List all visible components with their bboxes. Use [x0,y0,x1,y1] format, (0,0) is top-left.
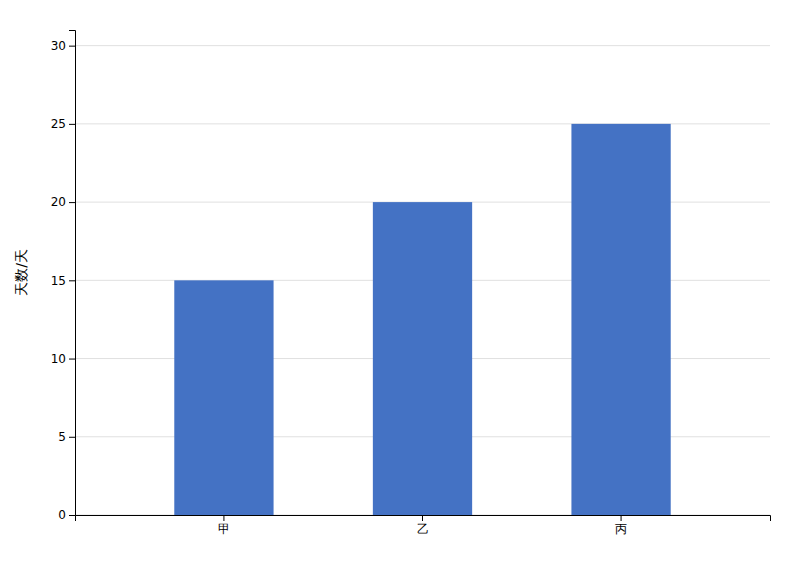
x-tick-label: 乙 [417,522,429,536]
x-axis: 甲乙丙 [76,515,771,536]
y-tick-mark [69,359,75,360]
bar [373,202,472,515]
y-axis-title: 天数/天 [13,249,29,296]
y-tick-label: 10 [51,352,66,366]
x-axis-line [76,516,771,522]
chart: 甲 乙 丙 0 5 10 15 20 25 30 天数/天 [0,0,800,565]
y-axis: 0 5 10 15 20 25 30 [51,31,76,523]
y-tick-mark [69,280,75,281]
y-tick-mark [69,124,75,125]
y-tick: 10 [51,352,75,366]
x-tick: 乙 [417,515,429,536]
y-tick: 25 [51,117,75,131]
y-axis-line [69,31,76,516]
y-tick-label: 5 [58,430,66,444]
grid-line [75,45,770,46]
plot: 甲 乙 丙 0 5 10 15 20 25 30 [51,31,771,536]
y-tick: 30 [51,39,75,53]
bar [571,124,670,515]
y-tick-label: 0 [58,508,66,522]
y-tick-mark [69,46,75,47]
x-tick-mark [223,515,224,521]
y-tick-mark [69,437,75,438]
x-tick: 甲 [218,515,230,536]
y-tick-label: 15 [51,274,66,288]
y-tick-label: 30 [51,39,66,53]
grid [75,46,770,515]
bars [174,124,670,515]
x-tick: 丙 [615,515,627,536]
x-tick-mark [621,515,622,521]
y-tick-label: 25 [51,117,66,131]
y-tick: 15 [51,274,75,288]
bar [174,280,273,515]
y-tick: 20 [51,195,75,209]
y-tick: 5 [58,430,75,444]
y-tick: 0 [58,508,75,522]
x-tick-label: 甲 [218,522,230,536]
x-tick-label: 丙 [615,522,627,536]
x-tick-mark [422,515,423,521]
y-tick-mark [69,515,75,516]
y-tick-label: 20 [51,195,66,209]
y-tick-mark [69,202,75,203]
